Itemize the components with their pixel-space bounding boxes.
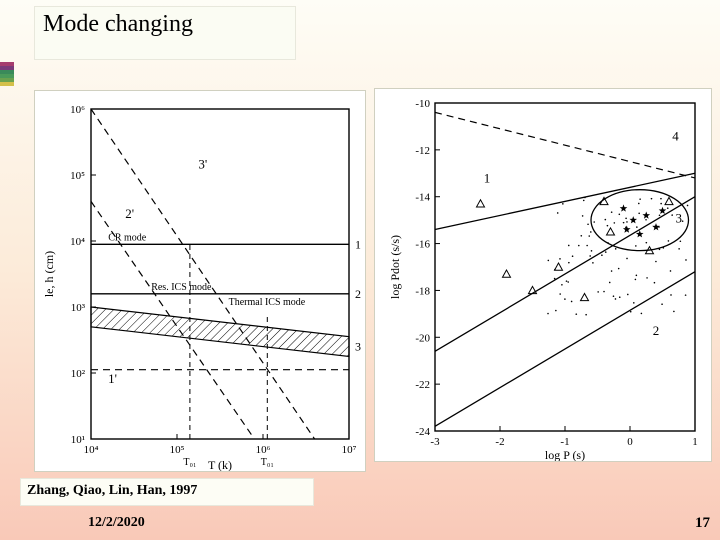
svg-text:Thermal ICS mode: Thermal ICS mode (229, 297, 306, 308)
svg-text:1: 1 (692, 436, 698, 448)
svg-text:T₀₁: T₀₁ (261, 457, 274, 468)
svg-text:-20: -20 (415, 332, 430, 344)
svg-text:-16: -16 (415, 239, 430, 251)
page-number: 17 (695, 515, 710, 532)
svg-text:10⁵: 10⁵ (170, 444, 185, 456)
slide-date: 12/2/2020 (88, 515, 145, 531)
svg-text:10⁶: 10⁶ (256, 444, 271, 456)
svg-text:10⁷: 10⁷ (342, 444, 357, 456)
slide: Mode changing 10⁴10⁵10⁶10⁷10¹10²10³10⁴10… (0, 0, 720, 540)
citation-text: Zhang, Qiao, Lin, Han, 1997 (27, 483, 197, 498)
svg-text:T₀₁: T₀₁ (183, 457, 196, 468)
svg-text:-1: -1 (560, 436, 569, 448)
svg-text:1': 1' (108, 371, 117, 386)
svg-text:le, h (cm): le, h (cm) (42, 251, 56, 297)
svg-text:3': 3' (198, 156, 207, 171)
svg-text:10⁴: 10⁴ (84, 444, 99, 456)
svg-text:1: 1 (484, 171, 491, 186)
svg-text:2: 2 (653, 323, 660, 338)
slide-title: Mode changing (35, 11, 295, 38)
svg-text:10²: 10² (71, 368, 86, 380)
svg-text:-3: -3 (430, 436, 440, 448)
left-chart-svg: 10⁴ 10⁵ 10⁶ 10⁷ 10¹ 10² 10³ 10⁴ 10⁵ 10⁶ T (k) le, h… (35, 91, 365, 471)
svg-text:T (k): T (k) (208, 458, 232, 471)
svg-text:10¹: 10¹ (71, 434, 85, 446)
svg-text:4: 4 (672, 128, 679, 143)
svg-text:-12: -12 (415, 145, 430, 157)
right-chart-svg: -3-2-101-24-22-20-18-16-14-12-10log P (s… (375, 89, 711, 461)
svg-text:-22: -22 (415, 379, 430, 391)
svg-text:10⁶: 10⁶ (70, 104, 85, 116)
svg-text:-18: -18 (415, 285, 430, 297)
svg-text:log Pdot (s/s): log Pdot (s/s) (388, 235, 402, 299)
left-figure: 10⁴ 10⁵ 10⁶ 10⁷ 10¹ 10² 10³ 10⁴ 10⁵ 10⁶ T (k) le, h… (34, 90, 366, 472)
svg-text:10⁴: 10⁴ (70, 236, 85, 248)
right-figure: -3-2-101-24-22-20-18-16-14-12-10log P (s… (374, 88, 712, 462)
svg-text:10³: 10³ (71, 302, 86, 314)
svg-text:3: 3 (676, 210, 683, 225)
svg-text:log P (s): log P (s) (545, 448, 585, 461)
svg-text:-24: -24 (415, 426, 430, 438)
svg-text:3: 3 (355, 340, 361, 354)
svg-text:2': 2' (125, 206, 134, 221)
svg-text:-2: -2 (495, 436, 504, 448)
svg-text:1: 1 (355, 237, 361, 251)
svg-text:-10: -10 (415, 98, 430, 110)
svg-text:-14: -14 (415, 192, 430, 204)
svg-text:2: 2 (355, 287, 361, 301)
svg-text:0: 0 (627, 436, 633, 448)
citation-box: Zhang, Qiao, Lin, Han, 1997 (20, 478, 314, 506)
svg-text:10⁵: 10⁵ (70, 170, 85, 182)
svg-text:Res. ICS mode: Res. ICS mode (151, 282, 212, 293)
title-box: Mode changing (34, 6, 296, 60)
